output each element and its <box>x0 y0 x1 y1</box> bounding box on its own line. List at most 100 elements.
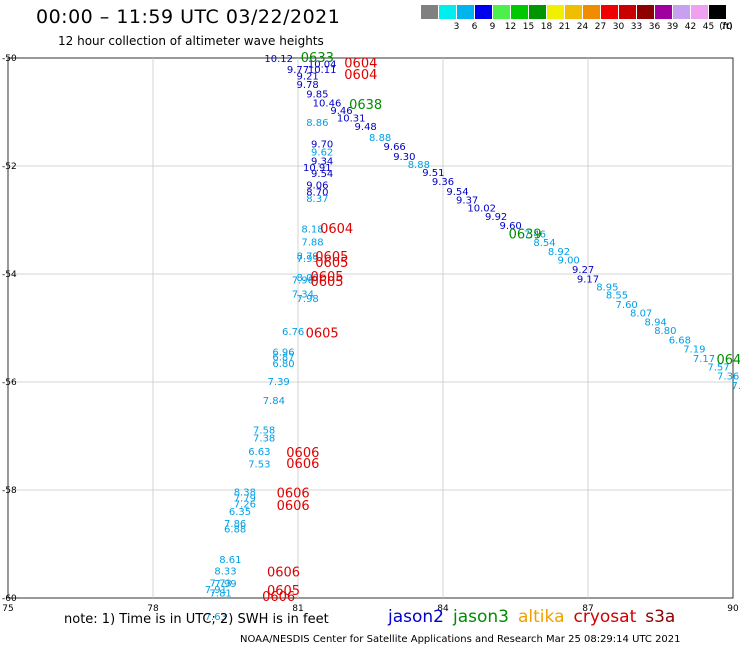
pass-time-label: 0605 <box>310 270 343 285</box>
footer-note: note: 1) Time is in UTC; 2) SWH is in fe… <box>64 612 329 627</box>
swh-value-label: 7.58 <box>253 426 275 437</box>
pass-time-label: 0605 <box>315 256 348 271</box>
scale-swatch <box>583 5 600 19</box>
swh-value-label: 9.17 <box>577 274 599 285</box>
scale-swatch <box>439 5 456 19</box>
swh-value-label: 9.92 <box>485 212 507 223</box>
scale-swatch <box>619 5 636 19</box>
scale-unit: (ft) <box>719 22 733 32</box>
swh-value-label: 6.68 <box>669 335 691 346</box>
pass-time-label: 0606 <box>286 457 319 472</box>
pass-time-label: 0633 <box>301 51 334 66</box>
swh-value-label: 7.98 <box>297 294 319 305</box>
scale-swatch <box>691 5 708 19</box>
x-tick-label: 84 <box>437 604 449 614</box>
swh-value-label: 7.53 <box>248 460 270 471</box>
swh-value-label: 7.60 <box>616 300 638 311</box>
swh-value-label: 9.78 <box>297 80 319 91</box>
x-tick-label: 78 <box>147 604 159 614</box>
swh-value-label: 9.66 <box>384 142 406 153</box>
swh-value-label: 9.77 <box>287 65 309 76</box>
swh-value-label: 9.27 <box>572 265 594 276</box>
y-tick-label: -50 <box>2 54 17 64</box>
scale-label: 15 <box>522 22 535 32</box>
scale-swatch <box>529 5 546 19</box>
scale-swatch <box>547 5 564 19</box>
pass-time-label: 0606 <box>262 590 295 605</box>
swh-value-label: 8.88 <box>408 160 430 171</box>
swh-value-label: 6.88 <box>224 524 246 535</box>
swh-value-label: 10.12 <box>264 54 293 65</box>
scale-label: 21 <box>558 22 571 32</box>
pass-time-label: 0606 <box>277 487 310 502</box>
scale-swatch <box>637 5 654 19</box>
axis-ticks: 75 78 81 84 87 90 -50 -52 -54 -56 -58 -60 <box>2 54 739 614</box>
swh-value-label: 10.91 <box>303 163 332 174</box>
scale-swatch <box>673 5 690 19</box>
swh-value-label: 8.79 <box>297 252 319 263</box>
pass-time-label: 0604 <box>344 56 377 71</box>
pass-time-label: 0638 <box>349 98 382 113</box>
pass-time-label: 0604 <box>320 222 353 237</box>
swh-value-label: 9.48 <box>355 122 377 133</box>
swh-value-label: 7.26 <box>234 500 256 511</box>
scale-label: 3 <box>453 22 460 32</box>
scale-label: 12 <box>504 22 517 32</box>
x-tick-label: 87 <box>582 604 593 614</box>
swh-value-label: 8.54 <box>533 238 555 249</box>
footer-credit: NOAA/NESDIS Center for Satellite Applica… <box>240 634 681 645</box>
satellite-legend-item: altika <box>518 607 565 627</box>
chart-title: 00:00 – 11:59 UTC 03/22/2021 <box>36 6 341 28</box>
scale-label: 33 <box>630 22 643 32</box>
swh-value-label: 6.63 <box>248 447 270 458</box>
swh-value-label: 9.21 <box>297 71 319 82</box>
swh-value-label: 7.63 <box>205 612 227 623</box>
scale-label: 45 <box>702 22 715 32</box>
swh-value-label: 8.07 <box>630 308 652 319</box>
scale-swatch <box>709 5 726 19</box>
swh-value-label: 8.88 <box>369 133 391 144</box>
scale-label: 39 <box>666 22 679 32</box>
swh-value-label: 9.34 <box>311 157 333 168</box>
swh-value-label: 7.84 <box>263 396 285 407</box>
swh-value-label: 8.95 <box>596 283 618 294</box>
swh-value-label: 10.31 <box>337 113 366 124</box>
swh-value-label: 7.34 <box>292 290 314 301</box>
y-tick-label: -60 <box>2 594 17 604</box>
swh-value-label: 9.51 <box>422 168 444 179</box>
swh-value-label: 8.38 <box>234 488 256 499</box>
y-tick-label: -56 <box>2 378 17 388</box>
swh-value-label: 8.37 <box>306 194 328 205</box>
x-tick-label: 81 <box>292 604 303 614</box>
scale-label: 18 <box>540 22 553 32</box>
scale-label: 9 <box>489 22 496 32</box>
swh-value-label: 10.11 <box>308 65 337 76</box>
swh-value-label: 9.85 <box>306 90 328 101</box>
x-tick-label: 90 <box>727 604 739 614</box>
x-tick-label: 75 <box>2 604 13 614</box>
chart-subtitle: 12 hour collection of altimeter wave hei… <box>58 34 324 48</box>
scale-swatch <box>493 5 510 19</box>
swh-value-label: 7.99 <box>297 254 319 265</box>
pass-time-label: 0606 <box>277 499 310 514</box>
swh-value-label: 7.91 <box>205 585 227 596</box>
grid <box>7 57 734 599</box>
swh-value-label: 8.06 <box>297 273 319 284</box>
scale-label: 30 <box>612 22 625 32</box>
scale-swatch <box>565 5 582 19</box>
pass-time-label: 0606 <box>286 446 319 461</box>
pass-time-label: 0606 <box>267 566 300 581</box>
satellite-legend: jason2 jason3 altika cryosat s3a <box>388 607 684 627</box>
swh-value-label: 9.00 <box>558 256 580 267</box>
swh-value-label: 8.80 <box>654 326 676 337</box>
satellite-legend-item: s3a <box>645 607 676 627</box>
swh-value-label: 7.17 <box>693 354 715 365</box>
swh-value-label: 7.81 <box>210 589 232 600</box>
swh-value-label: 7.36 <box>717 372 739 383</box>
pass-time-label: 0604 <box>344 68 377 83</box>
swh-value-label: 9.54 <box>311 169 333 180</box>
swh-value-label: 9.46 <box>330 106 352 117</box>
swh-value-label: 8.70 <box>306 187 328 198</box>
plot-frame <box>7 57 734 599</box>
